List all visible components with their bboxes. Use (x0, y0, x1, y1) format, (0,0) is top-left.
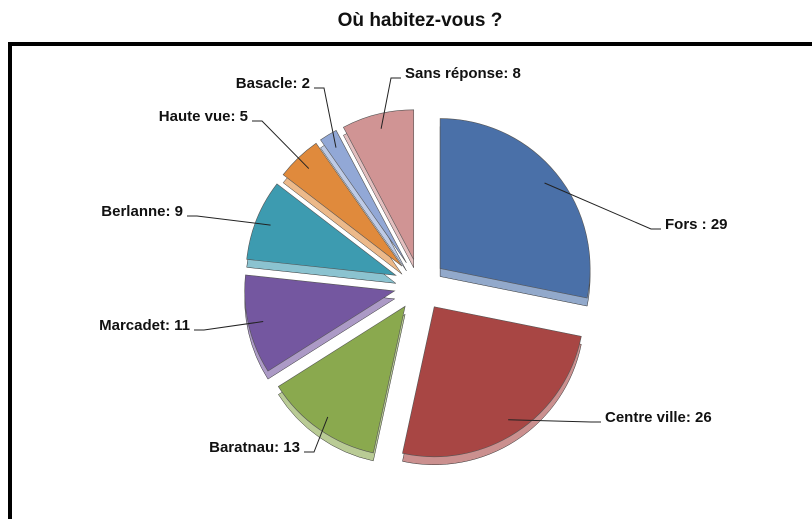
data-label: Marcadet: 11 (99, 317, 190, 334)
chart-title: Où habitez-vous ? (338, 10, 503, 31)
slice (246, 183, 397, 276)
leader-line (304, 416, 329, 453)
data-label: Centre ville: 26 (605, 409, 712, 426)
data-label: Sans réponse: 8 (405, 65, 521, 82)
slice (342, 109, 415, 260)
slice (277, 305, 406, 454)
leader-line (187, 215, 271, 226)
leader-line (194, 321, 264, 331)
data-label: Berlanne: 9 (101, 203, 183, 220)
data-label: Haute vue: 5 (159, 108, 248, 125)
leader-line (314, 87, 337, 148)
slice (402, 306, 582, 458)
slice (320, 129, 407, 263)
data-label: Basacle: 2 (236, 75, 310, 92)
data-label: Baratnau: 13 (209, 439, 300, 456)
leader-line (508, 419, 601, 423)
slice (439, 118, 591, 299)
slice (244, 274, 396, 372)
data-label: Fors : 29 (665, 216, 728, 233)
leader-line (252, 120, 310, 169)
leader-line (380, 77, 401, 129)
leader-line (544, 182, 661, 230)
